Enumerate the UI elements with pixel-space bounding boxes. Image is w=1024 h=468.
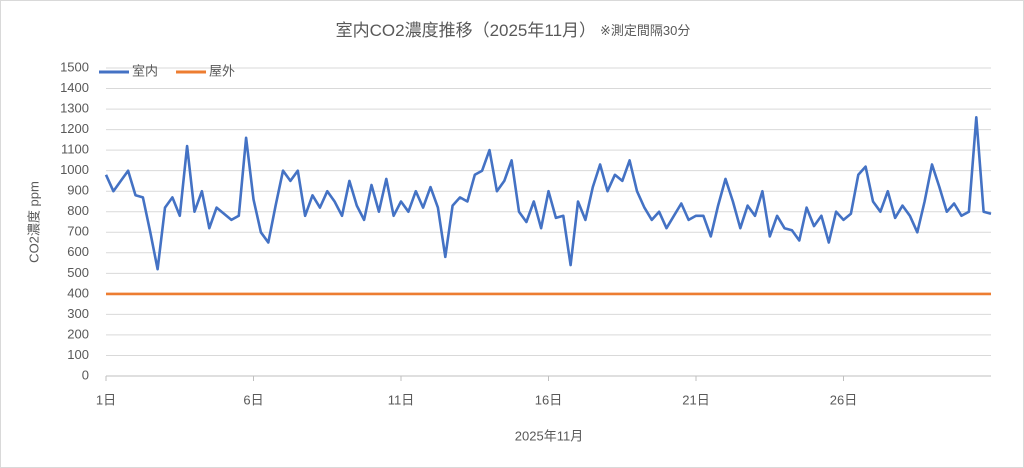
y-tick-label: 1400 — [60, 80, 89, 95]
y-tick-label: 1200 — [60, 121, 89, 136]
y-tick-label: 1000 — [60, 162, 89, 177]
y-tick-label: 1500 — [60, 59, 89, 74]
line-series — [104, 116, 992, 271]
y-tick-label: 100 — [67, 347, 89, 362]
y-tick-label: 0 — [82, 367, 89, 382]
y-tick-label: 700 — [67, 224, 89, 239]
x-tick-label: 21日 — [682, 392, 709, 407]
y-tick-label: 1100 — [61, 142, 89, 157]
chart-subtitle: ※測定間隔30分 — [600, 23, 690, 38]
legend-label: 室内 — [132, 63, 158, 78]
y-tick-label: 600 — [67, 244, 89, 259]
x-tick-label: 26日 — [830, 392, 857, 407]
legend-label: 屋外 — [209, 63, 235, 78]
y-tick-label: 1300 — [60, 101, 89, 116]
y-tick-label: 500 — [67, 265, 89, 280]
x-tick-label: 6日 — [243, 392, 263, 407]
chart-title-group: 室内CO2濃度推移（2025年11月） ※測定間隔30分 — [336, 21, 691, 40]
x-tick-label: 11日 — [388, 392, 415, 407]
y-axis-label: CO2濃度 ppm — [26, 181, 41, 263]
y-tick-label: 400 — [67, 285, 89, 300]
x-tick-label: 1日 — [96, 392, 116, 407]
x-axis-label: 2025年11月 — [515, 428, 583, 443]
y-tick-label: 300 — [67, 306, 89, 321]
x-tick-label: 16日 — [535, 392, 562, 407]
y-tick-label: 800 — [67, 203, 89, 218]
y-tick-label: 900 — [67, 183, 89, 198]
y-tick-label: 200 — [67, 326, 89, 341]
chart-title: 室内CO2濃度推移（2025年11月） — [336, 21, 596, 40]
